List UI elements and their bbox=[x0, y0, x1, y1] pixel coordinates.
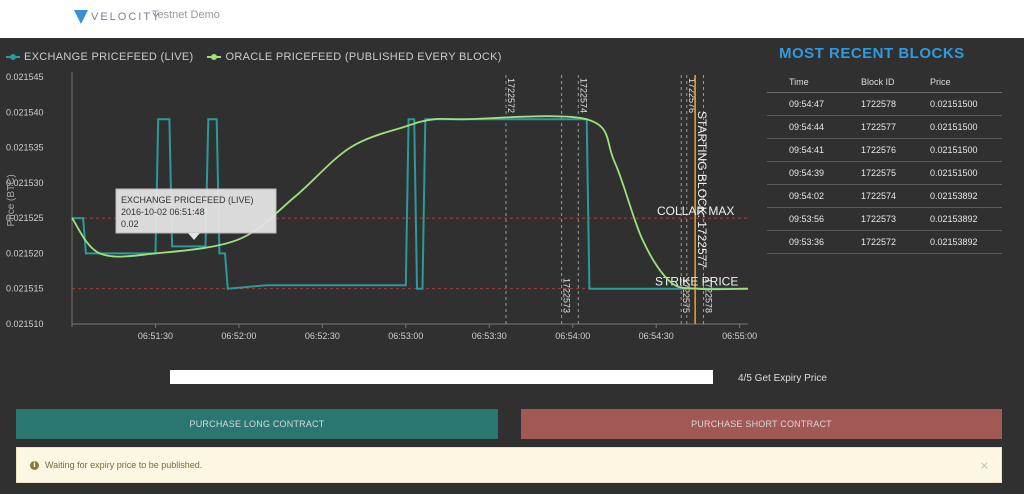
purchase-long-button[interactable]: PURCHASE LONG CONTRACT bbox=[16, 409, 498, 439]
block-row: 09:53:56 1722573 0.02153892 bbox=[767, 208, 1002, 231]
network-label: Testnet Demo bbox=[152, 9, 220, 21]
starting-block-label: STARTING BLOCK: 1722577 bbox=[695, 111, 709, 268]
block-marker-label: 1722573 bbox=[562, 278, 572, 313]
tooltip-time: 2016-10-02 06:51:48 bbox=[121, 207, 205, 217]
legend-label-exchange: EXCHANGE PRICEFEED (LIVE) bbox=[24, 51, 194, 63]
block-cell-time: 09:54:39 bbox=[789, 168, 825, 178]
tooltip-title: EXCHANGE PRICEFEED (LIVE) bbox=[121, 195, 254, 205]
y-axis-label: Price (BTC) bbox=[6, 174, 17, 226]
legend-item-exchange[interactable]: EXCHANGE PRICEFEED (LIVE) bbox=[6, 51, 193, 63]
price-chart[interactable]: 0.021510 0.021515 0.021520 0.021525 0.021530… bbox=[0, 66, 760, 346]
alert-message: Waiting for expiry price to be published… bbox=[45, 460, 203, 470]
block-row: 09:53:36 1722572 0.02153892 bbox=[767, 231, 1002, 254]
block-marker-label: 1722572 bbox=[506, 78, 516, 113]
chart-legend: EXCHANGE PRICEFEED (LIVE) ORACLE PRICEFE… bbox=[6, 51, 516, 63]
block-row: 09:54:02 1722574 0.02153892 bbox=[767, 185, 1002, 208]
y-tick-label: 0.021535 bbox=[6, 143, 44, 153]
legend-swatch-oracle bbox=[207, 54, 222, 60]
legend-swatch-exchange bbox=[6, 54, 20, 60]
info-icon: i bbox=[30, 460, 39, 470]
block-cell-time: 09:54:44 bbox=[789, 122, 825, 132]
exchange-pricefeed-line bbox=[72, 118, 748, 290]
expiry-progress-bar bbox=[170, 370, 713, 384]
block-row: 09:54:47 1722578 0.02151500 bbox=[767, 93, 1002, 116]
column-header-price: Price bbox=[930, 77, 951, 87]
purchase-short-button[interactable]: PURCHASE SHORT CONTRACT bbox=[521, 409, 1002, 439]
column-header-block-id: Block ID bbox=[861, 77, 895, 87]
x-tick-label: 06:54:30 bbox=[639, 331, 674, 341]
y-tick-label: 0.021545 bbox=[6, 72, 44, 82]
block-cell-time: 09:54:41 bbox=[789, 145, 825, 155]
reference-line-label: STRIKE PRICE bbox=[655, 275, 738, 289]
y-tick-label: 0.021540 bbox=[6, 107, 44, 117]
block-row: 09:54:41 1722576 0.02151500 bbox=[767, 139, 1002, 162]
block-cell-time: 09:53:36 bbox=[789, 237, 825, 247]
y-tick-label: 0.021520 bbox=[6, 248, 44, 258]
y-tick-label: 0.021515 bbox=[6, 284, 44, 294]
status-alert: i Waiting for expiry price to be publish… bbox=[16, 447, 1002, 483]
x-tick-label: 06:52:30 bbox=[305, 331, 340, 341]
reference-line-label: COLLAR MAX bbox=[657, 204, 734, 218]
block-marker-label: 1722575 bbox=[681, 278, 691, 313]
close-icon[interactable]: × bbox=[979, 459, 989, 472]
block-cell-price: 0.02151500 bbox=[930, 168, 978, 178]
recent-blocks-body: 09:54:47 1722578 0.02151500 09:54:44 1722577… bbox=[767, 93, 1002, 254]
y-tick-label: 0.021530 bbox=[6, 178, 44, 188]
column-header-time: Time bbox=[789, 77, 809, 87]
recent-blocks-header: Time Block ID Price bbox=[767, 72, 1002, 93]
block-cell-block-id: 1722577 bbox=[861, 122, 897, 132]
block-marker-label: 1722574 bbox=[578, 78, 588, 113]
tooltip-pointer bbox=[188, 233, 200, 240]
block-cell-price: 0.02151500 bbox=[930, 145, 978, 155]
block-cell-price: 0.02151500 bbox=[930, 99, 978, 109]
block-cell-block-id: 1722574 bbox=[861, 191, 897, 201]
expiry-progress-label: 4/5 Get Expiry Price bbox=[738, 373, 827, 384]
block-cell-block-id: 1722572 bbox=[861, 237, 897, 247]
block-cell-price: 0.02153892 bbox=[930, 214, 978, 224]
x-tick-label: 06:54:00 bbox=[555, 331, 590, 341]
x-tick-label: 06:51:30 bbox=[138, 331, 173, 341]
block-cell-block-id: 1722576 bbox=[861, 145, 897, 155]
recent-blocks-title: MOST RECENT BLOCKS bbox=[779, 45, 965, 62]
block-row: 09:54:44 1722577 0.02151500 bbox=[767, 116, 1002, 139]
block-cell-block-id: 1722578 bbox=[861, 99, 897, 109]
expiry-progress-fill bbox=[170, 370, 605, 384]
block-cell-price: 0.02153892 bbox=[930, 191, 978, 201]
y-tick-label: 0.021525 bbox=[6, 213, 44, 223]
block-cell-time: 09:53:56 bbox=[789, 214, 825, 224]
block-cell-price: 0.02153892 bbox=[930, 237, 978, 247]
block-cell-time: 09:54:02 bbox=[789, 191, 825, 201]
x-tick-label: 06:52:00 bbox=[221, 331, 256, 341]
tooltip-value: 0.02 bbox=[121, 219, 139, 229]
tooltip-box bbox=[115, 188, 277, 234]
x-tick-label: 06:53:00 bbox=[388, 331, 423, 341]
logo-text: VELOCITY bbox=[91, 11, 162, 23]
block-marker-label: 1722578 bbox=[703, 278, 713, 313]
legend-label-oracle: ORACLE PRICEFEED (PUBLISHED EVERY BLOCK) bbox=[225, 51, 502, 63]
oracle-pricefeed-line bbox=[71, 115, 749, 291]
x-tick-label: 06:55:00 bbox=[722, 331, 757, 341]
block-marker-label: 1722576 bbox=[687, 78, 697, 113]
legend-item-oracle[interactable]: ORACLE PRICEFEED (PUBLISHED EVERY BLOCK) bbox=[207, 51, 501, 63]
velocity-logo-icon bbox=[74, 10, 88, 24]
logo[interactable]: VELOCITY bbox=[74, 10, 161, 24]
block-cell-block-id: 1722575 bbox=[861, 168, 897, 178]
block-row: 09:54:39 1722575 0.02151500 bbox=[767, 162, 1002, 185]
block-cell-block-id: 1722573 bbox=[861, 214, 897, 224]
y-tick-label: 0.021510 bbox=[6, 319, 44, 329]
top-navbar: VELOCITY Testnet Demo bbox=[0, 0, 1024, 38]
recent-blocks-table: Time Block ID Price 09:54:47 1722578 0.021… bbox=[767, 72, 1002, 254]
block-cell-price: 0.02151500 bbox=[930, 122, 978, 132]
x-tick-label: 06:53:30 bbox=[472, 331, 507, 341]
block-cell-time: 09:54:47 bbox=[789, 99, 825, 109]
